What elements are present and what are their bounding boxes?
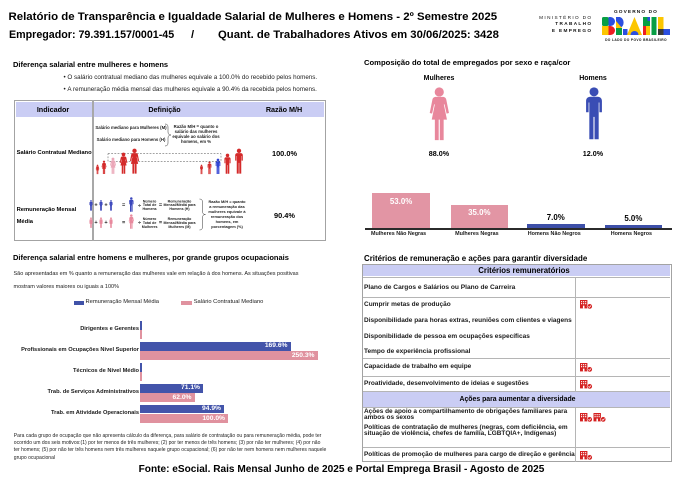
svg-text:Mensal/Média para: Mensal/Média para <box>164 203 197 207</box>
svg-text:salário das mulheres: salário das mulheres <box>175 129 218 134</box>
svg-text:÷: ÷ <box>138 220 141 226</box>
svg-text:=: = <box>159 203 163 209</box>
svg-text:Mulheres (M): Mulheres (M) <box>168 225 191 229</box>
svg-text:Homens (H): Homens (H) <box>169 207 190 211</box>
svg-text:porcentagem (%): porcentagem (%) <box>211 224 243 229</box>
svg-text:+: + <box>94 203 98 209</box>
svg-text:=: = <box>122 220 126 226</box>
svg-text:÷: ÷ <box>138 203 141 209</box>
svg-text:mulheres equivale à: mulheres equivale à <box>208 209 246 214</box>
svg-text:Mensal/Média para: Mensal/Média para <box>164 221 197 225</box>
svg-text:Salário mediano para Homens (H: Salário mediano para Homens (H) <box>97 137 166 142</box>
svg-text:+: + <box>94 220 98 226</box>
svg-text:=: = <box>159 220 163 226</box>
svg-text:Razão M/H = quanto: Razão M/H = quanto <box>208 199 246 204</box>
svg-text:+: + <box>104 203 108 209</box>
svg-text:homens, em %: homens, em % <box>181 139 211 144</box>
svg-text:Total de: Total de <box>143 203 157 207</box>
svg-text:Razão M/H = quanto o: Razão M/H = quanto o <box>174 124 219 129</box>
svg-text:equivale ao salário dos: equivale ao salário dos <box>172 134 220 139</box>
svg-text:+: + <box>104 220 108 226</box>
svg-text:Número: Número <box>143 199 157 203</box>
svg-text:Remuneração: Remuneração <box>168 217 193 221</box>
svg-text:Número: Número <box>143 217 157 221</box>
svg-text:Mulheres: Mulheres <box>142 225 158 229</box>
svg-text:Homens: Homens <box>143 207 157 211</box>
svg-text:Remuneração: Remuneração <box>168 199 193 203</box>
svg-text:homens, em: homens, em <box>216 219 239 224</box>
svg-text:=: = <box>122 203 126 209</box>
svg-text:remuneração dos: remuneração dos <box>211 214 243 219</box>
svg-text:Total de: Total de <box>143 221 157 225</box>
svg-text:a remuneração das: a remuneração das <box>209 204 244 209</box>
svg-text:Salário mediano para Mulheres: Salário mediano para Mulheres (M) <box>95 125 167 130</box>
